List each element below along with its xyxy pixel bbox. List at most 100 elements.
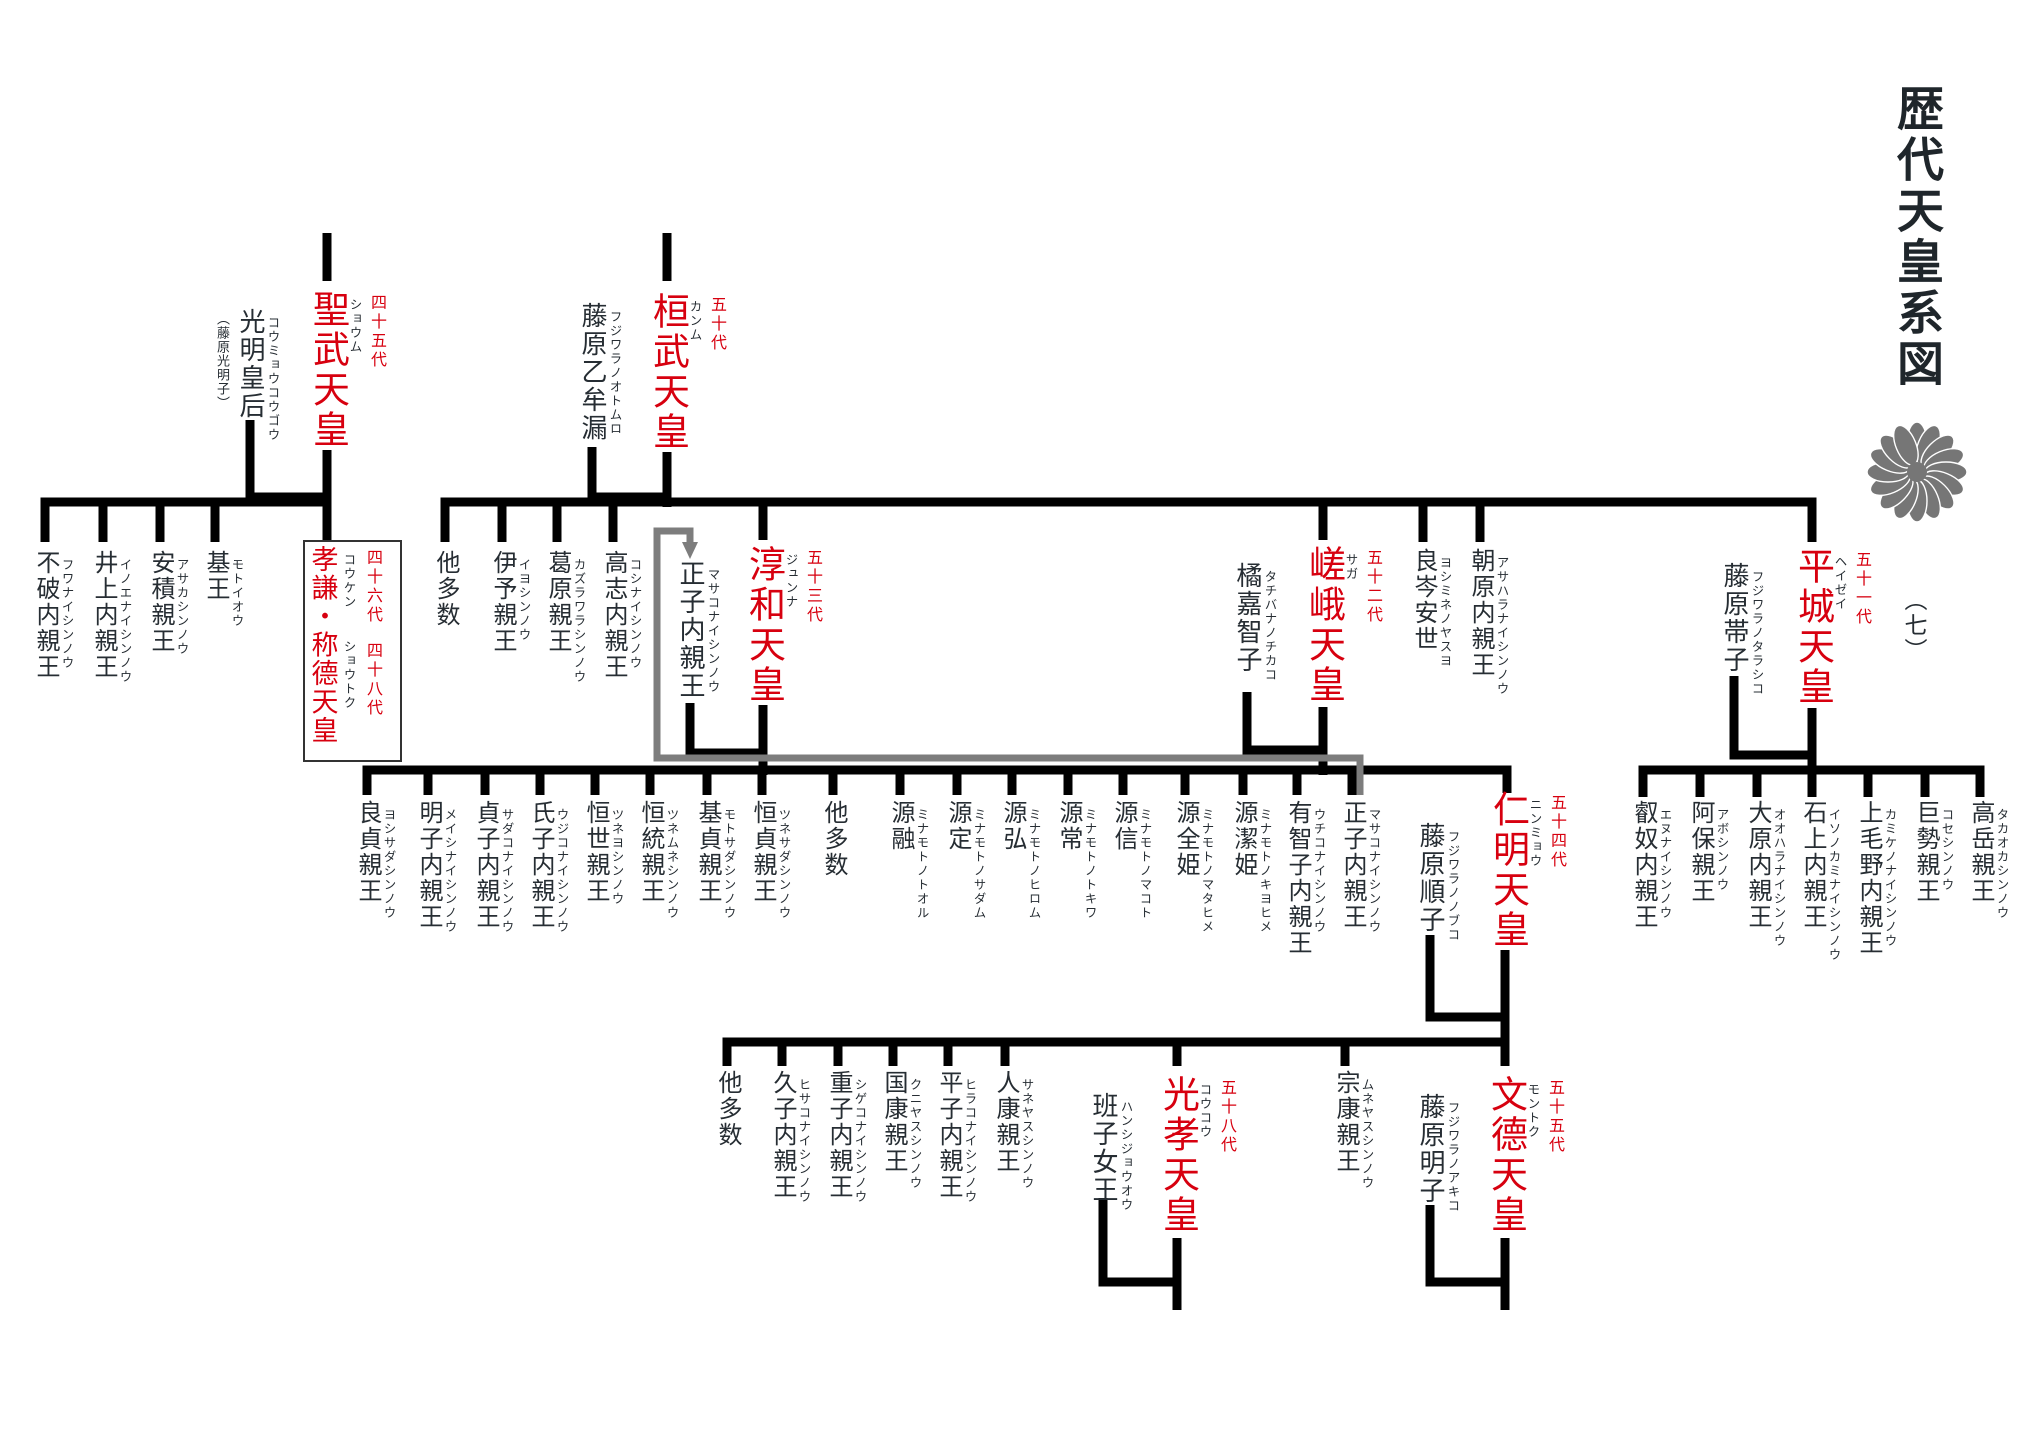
person-name: 文德天皇	[1484, 1075, 1526, 1235]
person-name: 葛原親王	[544, 550, 570, 654]
generation-label: 四十五代	[368, 294, 385, 370]
generation-label: 五十一代	[1853, 551, 1870, 627]
furigana-label: ニンミョウ	[1527, 798, 1542, 868]
furigana-label: ウジコナイシンノウ	[554, 808, 569, 934]
person-name: 光明皇后	[236, 308, 265, 420]
furigana-label: コセシンノウ	[1939, 808, 1954, 892]
furigana-label: アサカシンノウ	[174, 558, 189, 656]
person-name: 源定	[944, 800, 970, 852]
chrysanthemum-seal-icon	[1866, 421, 1968, 523]
furigana-label: ジュンナ	[783, 553, 798, 609]
person-name: 伊予親王	[489, 550, 515, 654]
furigana-label: コウコウ	[1197, 1083, 1212, 1139]
family-line	[245, 420, 327, 502]
furigana-label: ミナモトノトオル	[914, 808, 929, 920]
page-number-label: （七）	[1901, 588, 1926, 663]
person-name: 氏子内親王	[527, 800, 553, 930]
person-name: 桓武天皇	[646, 292, 688, 452]
furigana-label: フジワラノタラシコ	[1749, 570, 1764, 696]
furigana-label: ヒラコナイシンノウ	[962, 1078, 977, 1204]
koken-shotoku-box	[303, 540, 402, 762]
person-name: 聖武天皇	[306, 290, 348, 450]
furigana-label: メイシナイシンノウ	[442, 808, 457, 934]
person-name: 仁明天皇	[1486, 790, 1528, 950]
furigana-label: ミナモトノマコト	[1137, 808, 1152, 920]
furigana-label: ミナモトノヒロム	[1026, 808, 1041, 920]
furigana-label: タカオカシンノウ	[1994, 808, 2009, 920]
furigana-label: サネヤスシンノウ	[1019, 1078, 1034, 1190]
person-name: 源信	[1110, 800, 1136, 852]
person-name: 高岳親王	[1967, 800, 1993, 904]
person-name: 光孝天皇	[1156, 1075, 1198, 1235]
person-name: 久子内親王	[769, 1070, 795, 1200]
person-name: 藤原乙牟漏	[578, 302, 607, 442]
furigana-label: モトサダシンノウ	[721, 808, 736, 920]
person-name: 橘嘉智子	[1233, 562, 1262, 674]
person-alt-name: （藤原光明子）	[215, 312, 230, 410]
furigana-label: コウミョウコウゴウ	[265, 316, 280, 442]
person-name: 井上内親王	[90, 550, 116, 680]
family-line	[362, 765, 1512, 795]
furigana-label: ヘイゼイ	[1832, 555, 1847, 611]
furigana-label: ミナモトノサダム	[971, 808, 986, 920]
furigana-label: ミナモトノトキワ	[1082, 808, 1097, 920]
person-name: 源常	[1055, 800, 1081, 852]
generation-label-2: 四十八代	[364, 642, 381, 718]
furigana-label: ツネムネシンノウ	[664, 808, 679, 920]
family-line	[722, 1037, 1510, 1066]
furigana-label: タチバナノチカコ	[1262, 570, 1277, 682]
furigana-label: ウチコナイシンノウ	[1311, 808, 1326, 934]
person-name: 明子内親王	[415, 800, 441, 930]
furigana-label: アボシンノウ	[1714, 808, 1729, 892]
furigana-label: フジワラノアキコ	[1445, 1101, 1460, 1213]
generation-label: 五十五代	[1546, 1079, 1563, 1155]
person-name: 良岑安世	[1410, 548, 1436, 652]
furigana-label: イソノカミナイシンノウ	[1826, 808, 1841, 962]
person-name: 恒世親王	[582, 800, 608, 904]
furigana-label-2: ショウトク	[341, 640, 356, 710]
family-line	[587, 447, 667, 502]
person-name: 淳和天皇	[742, 545, 784, 705]
person-name: 安積親王	[147, 550, 173, 654]
furigana-label: モトイオウ	[229, 558, 244, 628]
furigana-label: カンム	[687, 300, 702, 342]
furigana-label: ムネヤスシンノウ	[1359, 1078, 1374, 1190]
furigana-label: マサコナイシンノウ	[1366, 808, 1381, 934]
generation-label: 五十四代	[1548, 794, 1565, 870]
person-name: 他多数	[432, 550, 458, 628]
furigana-label: ヨシミネノヤスヨ	[1437, 556, 1452, 668]
person-name: 正子内親王	[1339, 800, 1365, 930]
person-name: 巨勢親王	[1912, 800, 1938, 904]
generation-label: 五十二代	[1364, 549, 1381, 625]
person-name: 藤原明子	[1416, 1093, 1445, 1205]
furigana-label: ショウム	[347, 298, 362, 354]
person-name: 基王	[202, 550, 228, 602]
person-name: 不破内親王	[32, 550, 58, 680]
generation-label: 五十八代	[1218, 1079, 1235, 1155]
furigana-label: コシナイシンノウ	[627, 558, 642, 670]
same-person-arrowhead-icon	[682, 542, 698, 559]
generation-label: 五十三代	[804, 549, 821, 625]
family-line	[1242, 692, 1323, 755]
person-name: 高志内親王	[600, 550, 626, 680]
furigana-label: コウケン	[341, 553, 356, 609]
furigana-label: フジワラノノブコ	[1445, 830, 1460, 942]
person-name: 人康親王	[992, 1070, 1018, 1174]
furigana-label: イヨシンノウ	[516, 558, 531, 642]
person-name: 石上内親王	[1799, 800, 1825, 930]
furigana-label: ヨシサダシンノウ	[381, 808, 396, 920]
person-name: 貞子内親王	[472, 800, 498, 930]
furigana-label: フワナイシンノウ	[59, 558, 74, 670]
person-name: 源融	[887, 800, 913, 852]
family-line	[440, 497, 1817, 542]
furigana-label: ミナモトノキヨヒメ	[1257, 808, 1272, 934]
family-line	[1098, 1198, 1177, 1287]
furigana-label: カズラワラシンノウ	[571, 558, 586, 684]
person-name: 源弘	[999, 800, 1025, 852]
furigana-label: ツネサダシンノウ	[776, 808, 791, 920]
furigana-label: ミナモトノマタヒメ	[1199, 808, 1214, 934]
family-line	[40, 497, 327, 542]
person-name: 班子女王	[1089, 1092, 1118, 1204]
